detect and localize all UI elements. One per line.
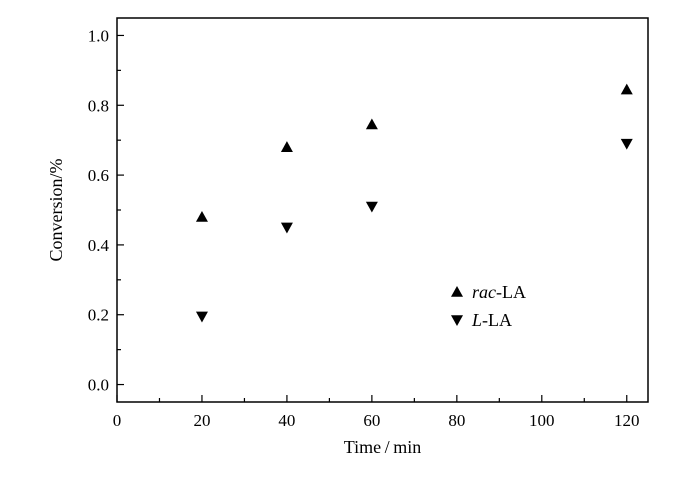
x-tick-label: 60: [363, 411, 380, 430]
x-tick-label: 120: [614, 411, 640, 430]
y-tick-label: 0.8: [88, 96, 109, 115]
legend-label-l-la-italic: L: [471, 310, 482, 330]
data-point-l-la: [365, 201, 378, 213]
y-axis-title: Conversion/%: [46, 159, 66, 262]
x-tick-label: 0: [113, 411, 122, 430]
y-tick-label: 0.0: [88, 376, 109, 395]
x-tick-label: 20: [193, 411, 210, 430]
legend-label-rac-la-suffix: -LA: [496, 282, 526, 302]
axis-ticks: [116, 34, 628, 402]
x-tick-label: 80: [448, 411, 465, 430]
axis-tick-labels: 0 20 40 60 80 100 120 0.0 0.2 0.4 0.6 0.8 1.0: [88, 26, 640, 430]
legend-label-l-la: L-LA: [471, 310, 512, 330]
data-point-l-la: [195, 311, 208, 323]
data-point-rac-la: [365, 118, 378, 130]
x-tick-label: 40: [278, 411, 295, 430]
y-tick-label: 0.2: [88, 306, 109, 325]
x-axis-title: Time / min: [344, 437, 422, 457]
x-tick-label: 100: [529, 411, 555, 430]
legend-label-l-la-suffix: -LA: [482, 310, 512, 330]
data-point-rac-la: [620, 83, 633, 95]
data-point-l-la: [620, 138, 633, 150]
data-point-l-la: [280, 222, 293, 234]
legend-label-rac-la-italic: rac: [472, 282, 496, 302]
legend-marker-rac-la: [451, 286, 463, 297]
data-point-rac-la: [280, 141, 293, 152]
data-point-rac-la: [195, 210, 208, 222]
legend-label-rac-la: rac-LA: [472, 282, 526, 302]
y-tick-label: 1.0: [88, 26, 109, 45]
plot-area-frame: [116, 17, 649, 403]
legend-marker-l-la: [451, 315, 463, 326]
y-tick-label: 0.4: [88, 236, 110, 255]
y-tick-label: 0.6: [88, 166, 109, 185]
legend: rac-LA L-LA: [451, 282, 526, 330]
data-points: [195, 83, 633, 323]
